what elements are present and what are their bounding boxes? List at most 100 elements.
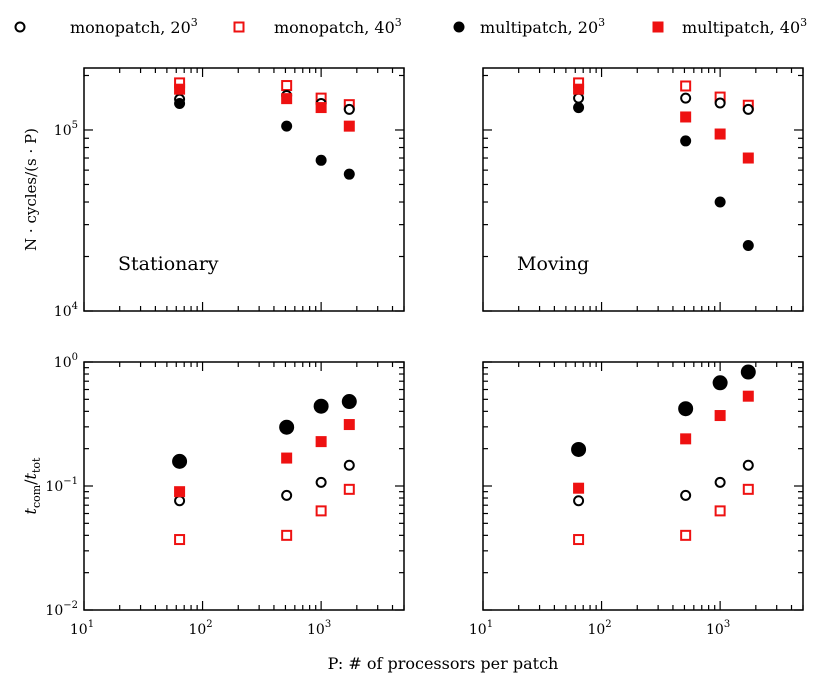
legend-label-mono40: monopatch, 403 (274, 16, 402, 37)
x-tick-label: 103 (307, 619, 331, 638)
x-axis-title: P: # of processors per patch (328, 654, 559, 673)
y-tick-base: 10 (45, 603, 63, 619)
point-multi40 (742, 152, 754, 164)
legend-entry-mono40: monopatch, 403 (233, 16, 402, 37)
legend-label-mono20: monopatch, 203 (70, 16, 198, 37)
point-multi20 (281, 120, 293, 132)
point-mono20 (343, 103, 355, 115)
point-mono40 (680, 529, 692, 541)
x-tick-label: 103 (706, 619, 730, 638)
x-tick-label: 102 (188, 619, 212, 638)
point-multi20 (315, 154, 327, 166)
point-mono20 (343, 459, 355, 471)
point-multi20 (343, 168, 355, 180)
point-mono20 (742, 459, 754, 471)
x-tick-label: 101 (469, 619, 493, 638)
y-tick-exp: −1 (63, 476, 78, 487)
y-tick-label: 10−1 (45, 476, 78, 495)
x-tick-exp: 2 (605, 619, 611, 630)
point-multi40 (315, 102, 327, 114)
x-tick-label: 102 (587, 619, 611, 638)
legend-label-exp: 3 (395, 16, 402, 29)
y-tick-exp: 0 (72, 352, 78, 363)
point-mono20 (315, 476, 327, 488)
point-multi40 (742, 390, 754, 402)
point-multi40 (680, 433, 692, 445)
legend-label-multi20: multipatch, 203 (480, 16, 605, 37)
point-multi40 (174, 486, 186, 498)
y-tick-label: 104 (54, 301, 78, 320)
point-mono20 (714, 476, 726, 488)
panel-3: 101 102 103 (469, 361, 804, 638)
y-axis-title-top: N · cycles/(s · P) (22, 128, 40, 251)
point-multi40 (714, 128, 726, 140)
legend-marker-multi20 (453, 21, 465, 33)
y-axis-title-bottom: tcom/ttot (21, 457, 43, 515)
point-mono20 (680, 489, 692, 501)
y-title-sub-com: com (30, 484, 43, 508)
point-multi20 (571, 441, 587, 457)
legend-marker-mono20 (14, 21, 26, 33)
point-multi20 (680, 135, 692, 147)
point-mono40 (742, 483, 754, 495)
y-title-t: t (21, 507, 40, 514)
panel-frame (482, 361, 804, 611)
x-tick-base: 10 (307, 622, 325, 638)
point-multi40 (573, 83, 585, 95)
panel-label: Moving (517, 253, 589, 275)
legend-entry-mono20: monopatch, 203 (14, 16, 198, 37)
point-mono40 (281, 80, 293, 92)
point-mono20 (573, 92, 585, 104)
y-tick-label: 100 (54, 352, 78, 371)
y-tick-label: 105 (54, 120, 78, 139)
legend-label-exp: 3 (800, 16, 807, 29)
point-multi40 (343, 120, 355, 132)
panel-frame (482, 67, 804, 312)
point-mono20 (573, 495, 585, 507)
point-mono40 (680, 80, 692, 92)
point-multi40 (281, 93, 293, 105)
x-tick-exp: 1 (88, 619, 94, 630)
point-multi20 (742, 240, 754, 252)
panel-1: Moving (482, 67, 804, 312)
x-tick-exp: 3 (724, 619, 730, 630)
point-multi40 (680, 111, 692, 123)
point-mono20 (174, 495, 186, 507)
point-mono40 (281, 529, 293, 541)
point-multi20 (313, 398, 329, 414)
legend-label-base: monopatch, 40 (274, 18, 395, 37)
y-tick-label: 10−2 (45, 600, 78, 619)
point-multi20 (279, 419, 295, 435)
point-mono20 (742, 103, 754, 115)
panel-frame (83, 67, 405, 312)
y-tick-exp: −2 (63, 600, 78, 611)
x-tick-exp: 3 (325, 619, 331, 630)
x-tick-base: 10 (469, 622, 487, 638)
point-mono20 (714, 97, 726, 109)
point-multi20 (172, 453, 188, 469)
legend-label-exp: 3 (598, 16, 605, 29)
y-tick-base: 10 (45, 479, 63, 495)
point-mono40 (573, 534, 585, 546)
point-multi20 (740, 364, 756, 380)
x-tick-base: 10 (188, 622, 206, 638)
legend-entry-multi20: multipatch, 203 (453, 16, 605, 37)
legend-label-base: multipatch, 40 (682, 18, 800, 37)
panel-label: Stationary (118, 253, 219, 275)
x-tick-exp: 2 (206, 619, 212, 630)
y-title-t2: t (21, 472, 40, 479)
point-multi40 (343, 419, 355, 431)
legend-label-base: monopatch, 20 (70, 18, 191, 37)
point-mono40 (174, 534, 186, 546)
point-multi20 (174, 98, 186, 110)
point-multi40 (573, 482, 585, 494)
x-tick-base: 10 (587, 622, 605, 638)
legend-marker-multi40 (652, 21, 664, 33)
x-tick-base: 10 (70, 622, 88, 638)
y-tick-base: 10 (54, 355, 72, 371)
y-title-slash: / (21, 479, 40, 485)
point-multi20 (573, 102, 585, 114)
y-tick-base: 10 (54, 304, 72, 320)
point-multi40 (714, 410, 726, 422)
legend-label-multi40: multipatch, 403 (682, 16, 807, 37)
